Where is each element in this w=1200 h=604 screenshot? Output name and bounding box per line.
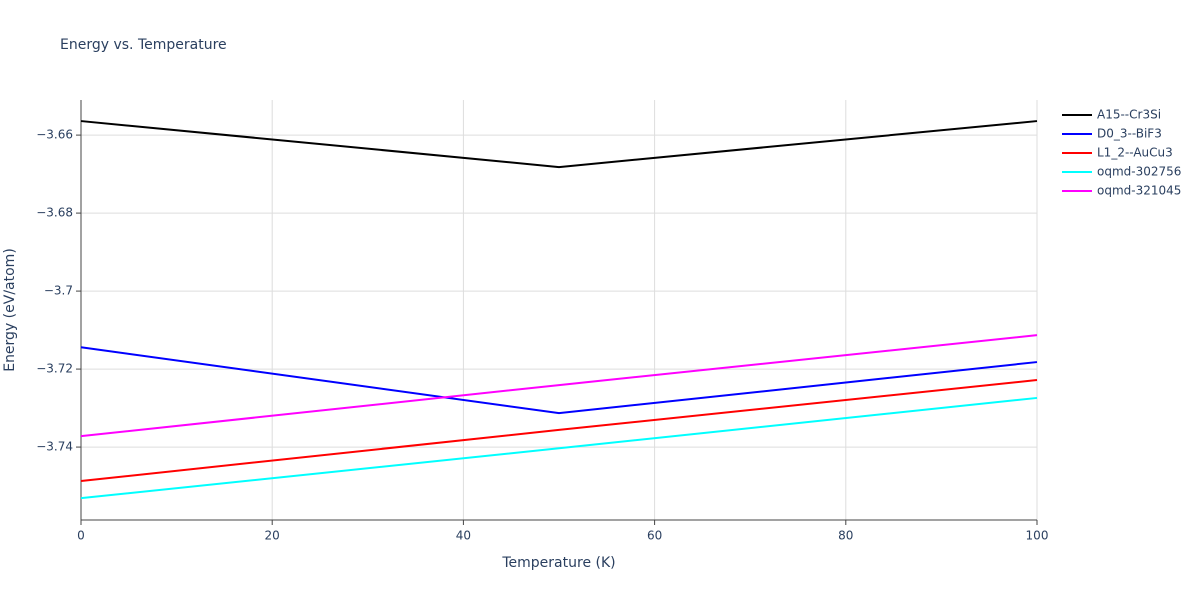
x-tick-label: 60	[647, 529, 662, 543]
series-line	[80, 120, 1038, 169]
series-line	[80, 396, 1038, 500]
series-line	[80, 379, 1038, 482]
x-axis-title: Temperature (K)	[501, 555, 615, 571]
x-tick-label: 80	[838, 529, 853, 543]
x-tick-label: 40	[456, 529, 471, 543]
legend-label: D0_3--BiF3	[1097, 127, 1162, 141]
y-axis-title: Energy (eV/atom)	[2, 248, 18, 372]
y-tick-label: −3.68	[36, 206, 73, 220]
y-tick-label: −3.7	[44, 284, 73, 298]
legend-label: L1_2--AuCu3	[1097, 146, 1173, 160]
y-tick-label: −3.74	[36, 440, 73, 454]
series-line	[80, 334, 1038, 438]
y-tick-label: −3.72	[36, 362, 73, 376]
x-tick-label: 100	[1026, 529, 1049, 543]
y-tick-label: −3.66	[36, 128, 73, 142]
x-tick-label: 20	[265, 529, 280, 543]
x-tick-label: 0	[77, 529, 85, 543]
series-line	[80, 346, 1038, 415]
legend-label: oqmd-321045	[1097, 184, 1181, 198]
legend-label: oqmd-302756	[1097, 165, 1181, 179]
legend-label: A15--Cr3Si	[1097, 108, 1161, 122]
chart-title: Energy vs. Temperature	[60, 37, 227, 53]
